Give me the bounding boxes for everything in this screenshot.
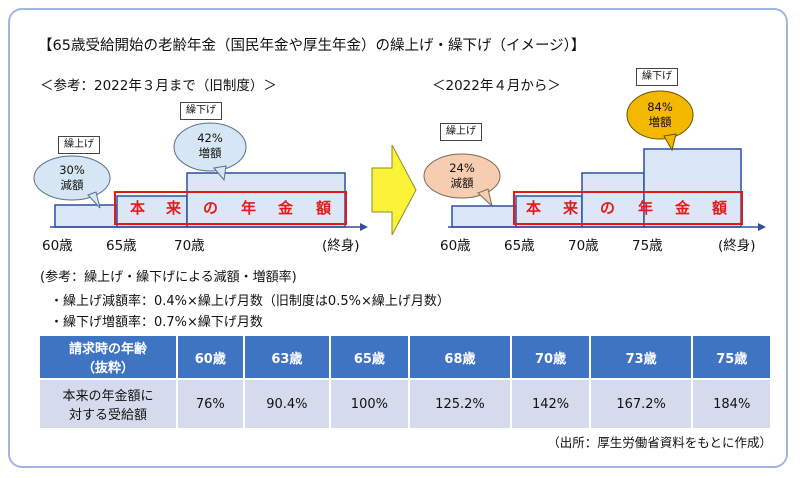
left-diagram-heading: ＜参考：2022年３月まで（旧制度）＞ — [40, 78, 277, 94]
rate-table-age-75: 75歳 — [693, 336, 770, 378]
right-kurisage-bar-75 — [643, 148, 742, 228]
right-end-label: (終身) — [718, 238, 756, 254]
right-kurisage-bubble-tail — [663, 133, 677, 152]
rate-table-value-row: 本来の年金額に 対する受給額 76% 90.4% 100% 125.2% 142… — [40, 380, 770, 428]
left-honrai-bar — [116, 195, 188, 228]
left-kurisage-bubble — [173, 122, 247, 172]
left-kuriage-bar — [54, 204, 118, 228]
left-kuriage-bubble-tail — [87, 191, 101, 209]
notes-line-1: ・繰上げ減額率：0.4%×繰上げ月数（旧制度は0.5%×繰上げ月数） — [50, 294, 450, 309]
rate-table-value-68: 125.2% — [409, 380, 511, 428]
rate-table-header-label-line-2: （抜粋） — [81, 361, 134, 376]
left-kurisage-word: 増額 — [198, 146, 222, 160]
rate-table-age-63: 63歳 — [244, 336, 330, 378]
right-honrai-frame — [513, 191, 743, 225]
source-note: （出所：厚生労働省資料をもとに作成） — [547, 435, 772, 450]
right-age-75: 75歳 — [632, 238, 663, 254]
right-age-60: 60歳 — [440, 238, 471, 254]
left-honrai-char-5: 金 — [278, 199, 294, 217]
notes-heading: (参考：繰上げ・繰下げによる減額・増額率) — [40, 270, 297, 285]
left-age-60: 60歳 — [42, 238, 73, 254]
left-kuriage-bubble — [33, 155, 111, 201]
right-kuriage-bar — [451, 205, 517, 228]
left-honrai-char-2: 来 — [166, 199, 182, 217]
right-kuriage-bubble-tail — [477, 188, 493, 208]
left-kurisage-label: 繰下げ — [180, 102, 222, 120]
diagrams-svg — [33, 90, 766, 236]
right-honrai-char-1: 本 — [526, 199, 542, 217]
rate-table-value-60: 76% — [178, 380, 243, 428]
page-title: 【65歳受給開始の老齢年金（国民年金や厚生年金）の繰上げ・繰下げ（イメージ）】 — [38, 38, 586, 54]
right-kuriage-rate: 24% — [449, 161, 475, 175]
left-kurisage-rate: 42% — [197, 131, 223, 145]
left-age-65: 65歳 — [106, 238, 137, 254]
left-honrai-char-3: の — [203, 199, 219, 217]
rate-table: 請求時の年齢 （抜粋） 60歳 63歳 65歳 68歳 70歳 73歳 75歳 … — [38, 334, 772, 430]
rate-table-header-row: 請求時の年齢 （抜粋） 60歳 63歳 65歳 68歳 70歳 73歳 75歳 — [40, 336, 770, 378]
right-honrai-char-4: 年 — [638, 199, 654, 217]
rate-table-value-73: 167.2% — [590, 380, 692, 428]
left-honrai-frame — [114, 191, 347, 225]
right-kurisage-bubble — [626, 90, 694, 140]
rate-table-value-63: 90.4% — [244, 380, 330, 428]
rate-table-value-65: 100% — [331, 380, 408, 428]
left-honrai-char-1: 本 — [130, 199, 146, 217]
rate-table-value-75: 184% — [693, 380, 770, 428]
right-kuriage-word: 減額 — [450, 176, 474, 190]
rate-table-age-60: 60歳 — [178, 336, 243, 378]
right-kuriage-label: 繰上げ — [440, 123, 482, 141]
rate-table-age-73: 73歳 — [590, 336, 692, 378]
left-kuriage-label: 繰上げ — [58, 136, 100, 154]
left-axis-arrow — [360, 223, 368, 231]
right-kuriage-bubble — [423, 153, 501, 199]
rate-table-age-68: 68歳 — [409, 336, 511, 378]
right-age-65: 65歳 — [504, 238, 535, 254]
rate-table-age-65: 65歳 — [331, 336, 408, 378]
rate-table-header-label-line-1: 請求時の年齢 — [68, 342, 147, 357]
left-kuriage-rate: 30% — [59, 163, 85, 177]
left-honrai-char-4: 年 — [241, 199, 257, 217]
right-honrai-char-6: 額 — [712, 199, 728, 217]
right-honrai-char-2: 来 — [563, 199, 579, 217]
left-kuriage-word: 減額 — [60, 178, 84, 192]
right-honrai-char-3: の — [600, 199, 616, 217]
right-honrai-char-5: 金 — [675, 199, 691, 217]
right-age-70: 70歳 — [568, 238, 599, 254]
left-kurisage-bubble-tail — [213, 165, 227, 182]
left-end-label: (終身) — [322, 238, 360, 254]
right-diagram-heading: ＜2022年４月から＞ — [432, 78, 561, 94]
rate-table-age-70: 70歳 — [512, 336, 589, 378]
rate-table-row-label: 本来の年金額に 対する受給額 — [40, 380, 176, 428]
left-honrai-char-6: 額 — [316, 199, 332, 217]
rate-table-header-label: 請求時の年齢 （抜粋） — [40, 336, 176, 378]
left-age-70: 70歳 — [174, 238, 205, 254]
rate-table-row-label-line-1: 本来の年金額に — [62, 389, 154, 404]
outer-frame — [8, 8, 788, 468]
right-kurisage-word: 増額 — [648, 115, 672, 129]
rate-table-value-70: 142% — [512, 380, 589, 428]
right-kurisage-rate: 84% — [647, 100, 673, 114]
right-axis-arrow — [758, 223, 766, 231]
transition-arrow — [371, 144, 417, 236]
notes-line-2: ・繰下げ増額率：0.7%×繰下げ月数 — [50, 315, 263, 330]
right-kurisage-label: 繰下げ — [636, 68, 678, 86]
rate-table-row-label-line-2: 対する受給額 — [68, 408, 147, 423]
